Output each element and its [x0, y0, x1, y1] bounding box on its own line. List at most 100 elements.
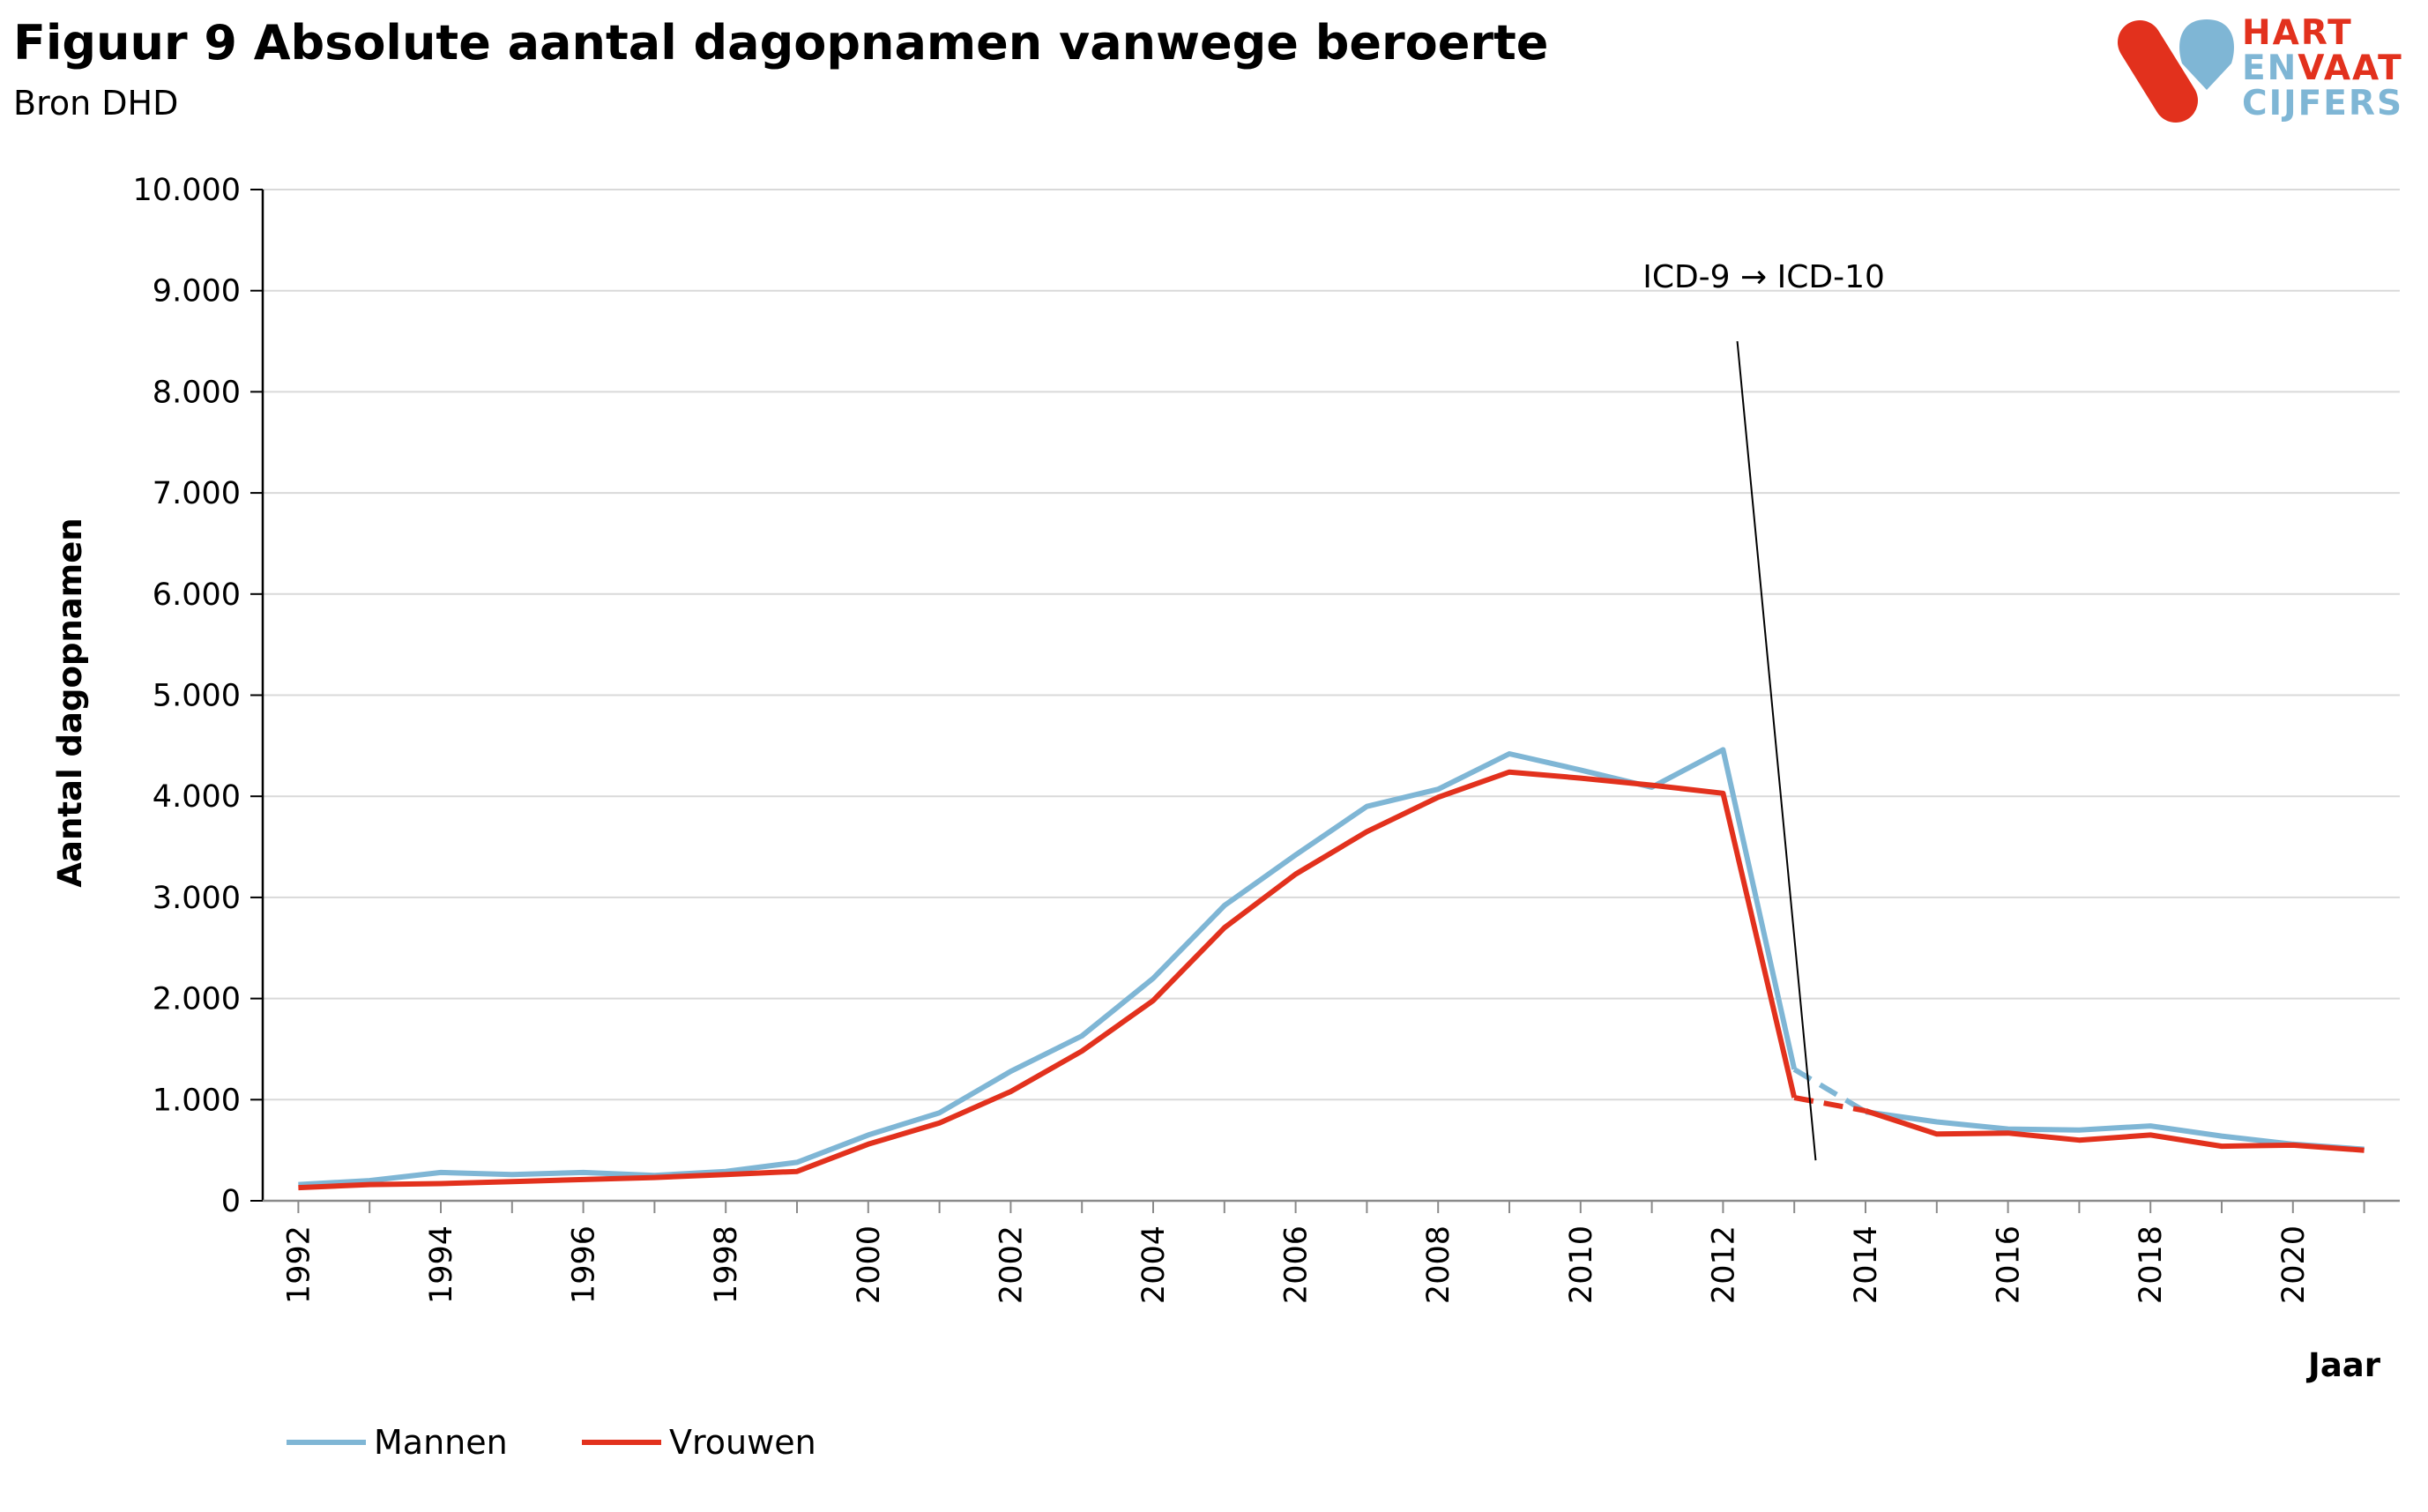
data-point-vrouwen — [1580, 778, 1582, 779]
annotation-line — [1736, 340, 1817, 1161]
logo-cijfers: CIJFERS — [2242, 84, 2403, 123]
data-point-vrouwen — [1508, 771, 1510, 773]
data-point-vrouwen — [1722, 793, 1724, 794]
data-point-vrouwen — [297, 1187, 299, 1188]
x-axis-title: Jaar — [2305, 1346, 2381, 1384]
data-point-vrouwen — [2078, 1139, 2080, 1141]
series-line-vrouwen-after — [1865, 1108, 2365, 1153]
data-point-mannen — [2221, 1136, 2223, 1137]
data-point-vrouwen — [511, 1181, 513, 1182]
data-point-vrouwen — [1865, 1110, 1866, 1112]
data-point-vrouwen — [2364, 1150, 2365, 1151]
logo-red-stroke — [2118, 20, 2198, 123]
series-line-mannen — [298, 747, 1798, 1188]
logo-vaat: VAAT — [2298, 48, 2402, 88]
logo-en: EN — [2242, 48, 2298, 88]
data-point-vrouwen — [2007, 1132, 2009, 1134]
x-tick-label: 2002 — [994, 1225, 1029, 1304]
data-point-vrouwen — [796, 1171, 798, 1173]
data-point-vrouwen — [440, 1183, 442, 1185]
data-point-mannen — [1793, 1069, 1795, 1070]
data-point-vrouwen — [583, 1179, 585, 1181]
data-point-vrouwen — [939, 1122, 941, 1124]
gridlines — [263, 189, 2400, 1101]
data-point-mannen — [939, 1112, 941, 1114]
data-point-mannen — [1580, 769, 1582, 771]
data-point-vrouwen — [1366, 830, 1367, 832]
data-point-mannen — [1081, 1035, 1083, 1037]
y-tick-label: 2.000 — [153, 982, 241, 1017]
data-point-vrouwen — [1437, 796, 1439, 798]
series-dashed-vrouwen — [1793, 1095, 1866, 1114]
x-tick-label: 1996 — [567, 1225, 602, 1304]
y-tick-label: 8.000 — [153, 375, 241, 410]
y-tick-label: 10.000 — [133, 173, 241, 208]
series-dashed-mannen — [1792, 1067, 1867, 1114]
data-point-vrouwen — [1936, 1133, 1938, 1135]
y-tick-label: 0 — [221, 1184, 241, 1219]
series-lines — [297, 747, 2365, 1191]
data-point-vrouwen — [1793, 1097, 1795, 1099]
data-point-vrouwen — [1081, 1050, 1083, 1052]
data-point-mannen — [796, 1161, 798, 1163]
y-tick-label: 9.000 — [153, 274, 241, 309]
data-point-vrouwen — [725, 1173, 726, 1175]
data-point-vrouwen — [868, 1143, 869, 1145]
data-point-mannen — [1295, 854, 1297, 856]
y-tick-label: 5.000 — [153, 679, 241, 714]
y-tick-label: 7.000 — [153, 476, 241, 511]
data-point-vrouwen — [2292, 1144, 2294, 1146]
x-axis-ticks: 1992 1994 1996 1998 2000 2002 2004 2006 2008 2010… — [281, 1201, 2365, 1304]
x-tick-label: 2000 — [852, 1225, 887, 1304]
x-tick-label: 2016 — [1992, 1225, 2027, 1304]
data-point-vrouwen — [369, 1184, 370, 1186]
data-point-mannen — [511, 1173, 513, 1175]
chart-title: Figuur 9 Absolute aantal dagopnamen vanw… — [13, 15, 1548, 71]
y-tick-label: 6.000 — [153, 577, 241, 613]
logo-hart: HART — [2242, 13, 2353, 53]
data-point-mannen — [1936, 1121, 1938, 1123]
y-tick-label: 1.000 — [153, 1083, 241, 1118]
data-point-mannen — [868, 1134, 869, 1136]
y-tick-label: 4.000 — [153, 779, 241, 815]
logo-line-3: CIJFERS — [2242, 84, 2403, 123]
data-point-mannen — [1508, 753, 1510, 755]
x-tick-label: 2018 — [2134, 1225, 2169, 1304]
data-point-mannen — [2078, 1129, 2080, 1131]
chart-subtitle: Bron DHD — [13, 84, 178, 123]
series-line-vrouwen — [298, 769, 1798, 1191]
y-tick-label: 3.000 — [153, 881, 241, 916]
x-tick-label: 2004 — [1136, 1225, 1172, 1304]
axes — [261, 190, 2400, 1203]
data-point-vrouwen — [653, 1177, 655, 1179]
data-point-mannen — [1009, 1070, 1011, 1072]
data-point-mannen — [1366, 806, 1367, 808]
brand-logo: HART ENVAAT CIJFERS — [2118, 13, 2403, 123]
annotation-label: ICD-9 → ICD-10 — [1642, 259, 1885, 295]
data-point-mannen — [369, 1180, 370, 1181]
x-tick-label: 1998 — [709, 1225, 744, 1304]
data-point-mannen — [1722, 749, 1724, 750]
x-tick-label: 2014 — [1849, 1225, 1884, 1304]
x-tick-label: 2008 — [1421, 1225, 1456, 1304]
y-axis-ticks: 0 1.000 2.000 3.000 4.000 5.000 6.000 7.000 8.00… — [133, 173, 263, 1219]
legend-label-mannen: Mannen — [374, 1423, 508, 1462]
logo-blue-drop-icon — [2179, 19, 2234, 90]
data-point-mannen — [440, 1172, 442, 1173]
data-point-vrouwen — [1009, 1091, 1011, 1092]
legend-label-vrouwen: Vrouwen — [669, 1423, 816, 1462]
annotation: ICD-9 → ICD-10 — [1642, 259, 1885, 1161]
data-point-vrouwen — [1651, 785, 1653, 786]
legend: Mannen Vrouwen — [287, 1423, 816, 1462]
data-point-vrouwen — [1152, 1000, 1154, 1002]
x-tick-label: 1994 — [424, 1225, 459, 1304]
data-point-mannen — [2149, 1125, 2151, 1127]
data-point-vrouwen — [2149, 1134, 2151, 1136]
data-point-mannen — [1224, 905, 1225, 906]
x-tick-label: 1992 — [281, 1225, 317, 1304]
data-point-mannen — [2007, 1128, 2009, 1130]
data-point-mannen — [1437, 788, 1439, 790]
data-point-mannen — [583, 1172, 585, 1173]
x-tick-label: 2006 — [1279, 1225, 1315, 1304]
